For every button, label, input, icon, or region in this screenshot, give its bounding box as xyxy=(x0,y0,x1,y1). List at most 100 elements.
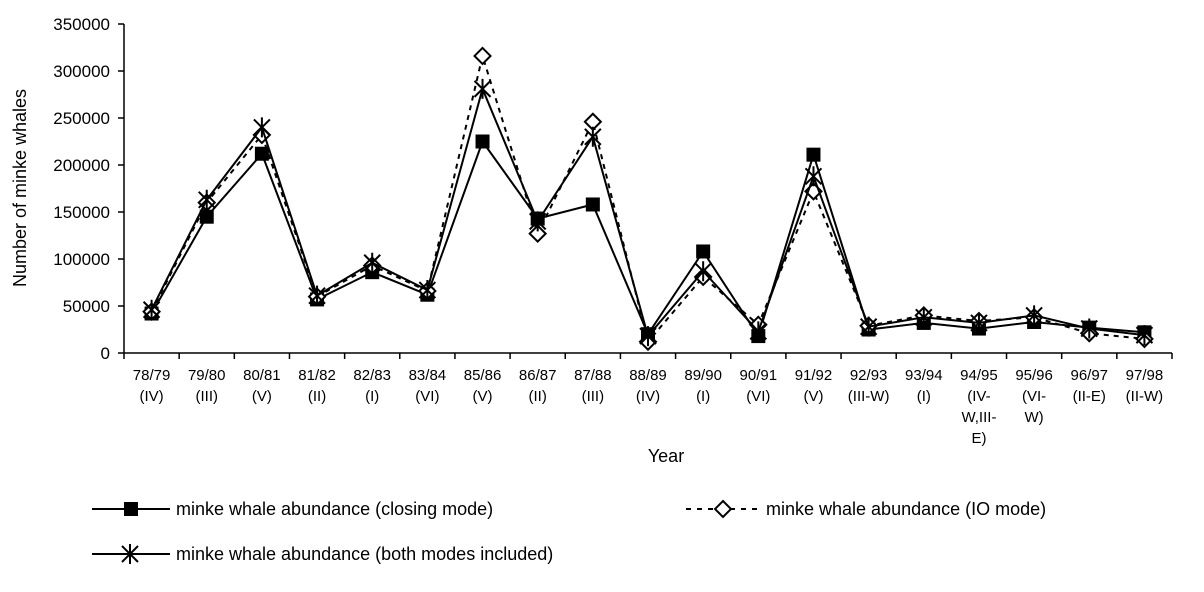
x-tick-label: 96/97 (II-E) xyxy=(1070,367,1108,405)
x-tick-label-line: (I) xyxy=(365,388,379,405)
x-tick-label-line: 90/91 xyxy=(740,367,778,384)
legend-asterisk-marker xyxy=(121,544,139,564)
x-tick-label-line: (V) xyxy=(803,388,823,405)
x-tick-label: 88/89 (IV) xyxy=(629,367,667,405)
x-tick-label-line: 93/94 xyxy=(905,367,943,384)
data-point-asterisk xyxy=(528,211,547,232)
x-tick-label-line: (II) xyxy=(308,388,326,405)
x-tick-label: 86/87 (II) xyxy=(519,367,557,405)
data-point-square xyxy=(696,244,711,259)
y-axis-title: Number of minke whales xyxy=(10,89,30,287)
x-tick-label-line: 85/86 xyxy=(464,367,502,384)
data-point-asterisk xyxy=(142,299,161,320)
data-point-diamond xyxy=(528,224,548,244)
data-point-asterisk xyxy=(915,307,933,328)
data-point-asterisk xyxy=(694,261,712,282)
x-tick-label: 95/96 (VI- W) xyxy=(1015,367,1053,426)
x-tick-label-line: 89/90 xyxy=(684,367,722,384)
series-line xyxy=(150,52,1145,344)
x-tick-label: 89/90 (I) xyxy=(684,367,722,405)
data-point-asterisk xyxy=(1025,305,1043,326)
x-tick-label: 82/83 (I) xyxy=(353,367,391,405)
x-tick-label-line: (III) xyxy=(582,388,605,405)
data-point-asterisk xyxy=(418,280,437,301)
series-layer xyxy=(142,46,1154,352)
x-tick-label-line: 82/83 xyxy=(353,367,391,384)
x-tick-label-line: (VI) xyxy=(746,388,770,405)
y-axis-ticks: 0 50000 100000 150000 200000 250000 300000 3500… xyxy=(53,15,124,363)
legend-square-marker xyxy=(124,502,138,516)
x-tick-label-line: 92/93 xyxy=(850,367,888,384)
y-tick-label: 250000 xyxy=(53,109,110,128)
x-tick-label-line: (III) xyxy=(195,388,218,405)
legend-label: minke whale abundance (closing mode) xyxy=(176,499,493,519)
data-point-asterisk xyxy=(253,117,271,138)
x-tick-label-line: (V) xyxy=(252,388,272,405)
x-tick-label: 93/94 (I) xyxy=(905,367,943,405)
x-tick-label-line: 96/97 xyxy=(1070,367,1108,384)
y-tick-label: 50000 xyxy=(63,297,110,316)
x-tick-label-line: 87/88 xyxy=(574,367,612,384)
x-tick-label-line: 80/81 xyxy=(243,367,281,384)
x-tick-label: 78/79 (IV) xyxy=(133,367,171,405)
legend-item-both-modes: minke whale abundance (both modes includ… xyxy=(92,544,553,564)
x-tick-label-line: W,III- xyxy=(961,409,996,426)
series-line xyxy=(150,85,1145,339)
data-point-asterisk xyxy=(804,166,823,187)
x-tick-label-line: (IV- xyxy=(967,388,990,405)
y-tick-label: 0 xyxy=(101,344,110,363)
legend-label: minke whale abundance (IO mode) xyxy=(766,499,1046,519)
data-point-asterisk xyxy=(970,312,988,333)
x-axis-title: Year xyxy=(648,446,684,466)
x-tick-label-line: 78/79 xyxy=(133,367,171,384)
y-tick-label: 300000 xyxy=(53,62,110,81)
x-tick-label-line: E) xyxy=(971,430,986,447)
x-tick-label-line: 86/87 xyxy=(519,367,557,384)
x-tick-label: 79/80 (III) xyxy=(188,367,226,405)
x-tick-label-line: (VI- xyxy=(1022,388,1046,405)
x-tick-label: 80/81 (V) xyxy=(243,367,281,405)
data-point-asterisk xyxy=(749,321,768,342)
x-tick-label: 87/88 (III) xyxy=(574,367,612,405)
x-tick-label-line: W) xyxy=(1025,409,1044,426)
data-point-asterisk xyxy=(363,252,381,273)
data-point-square xyxy=(475,134,490,149)
x-tick-label-line: (I) xyxy=(696,388,710,405)
series-1 xyxy=(142,46,1154,352)
legend-diamond-marker xyxy=(713,499,733,519)
series-line xyxy=(150,139,1145,339)
x-tick-label-line: (IV) xyxy=(636,388,660,405)
y-tick-label: 350000 xyxy=(53,15,110,34)
x-tick-label-line: (IV) xyxy=(139,388,163,405)
data-point-square xyxy=(806,147,821,162)
x-tick-label-line: (VI) xyxy=(415,388,439,405)
data-point-asterisk xyxy=(198,189,216,210)
x-tick-label: 85/86 (V) xyxy=(464,367,502,405)
x-tick-label-line: 95/96 xyxy=(1015,367,1053,384)
x-tick-label-line: (II-E) xyxy=(1073,388,1106,405)
x-tick-label: 91/92 (V) xyxy=(795,367,833,405)
x-tick-label-line: 81/82 xyxy=(298,367,336,384)
data-point-asterisk xyxy=(639,326,657,347)
y-tick-label: 100000 xyxy=(53,250,110,269)
data-point-diamond xyxy=(473,46,492,66)
data-point-square xyxy=(585,197,600,212)
x-tick-label: 94/95 (IV- W,III- E) xyxy=(960,367,998,447)
x-tick-label: 92/93 (III-W) xyxy=(848,367,890,405)
data-point-asterisk xyxy=(308,285,326,306)
x-tick-label: 97/98 (II-W) xyxy=(1126,367,1164,405)
legend-item-io-mode: minke whale abundance (IO mode) xyxy=(686,499,1046,519)
data-point-asterisk xyxy=(473,78,492,99)
x-tick-label-line: (I) xyxy=(917,388,931,405)
y-tick-label: 150000 xyxy=(53,203,110,222)
x-tick-label-line: (II-W) xyxy=(1126,388,1163,405)
x-tick-label-line: 88/89 xyxy=(629,367,667,384)
x-tick-label-line: 97/98 xyxy=(1126,367,1164,384)
legend-label: minke whale abundance (both modes includ… xyxy=(176,544,553,564)
x-axis-ticks: 78/79 (IV) 79/80 (III) 80/81 (V) 81/82 (II) 82/8… xyxy=(123,353,1173,447)
data-point-square xyxy=(199,209,214,224)
data-point-asterisk xyxy=(584,126,602,147)
axes xyxy=(123,24,1172,354)
x-tick-label-line: 83/84 xyxy=(409,367,447,384)
x-tick-label-line: (II) xyxy=(529,388,547,405)
